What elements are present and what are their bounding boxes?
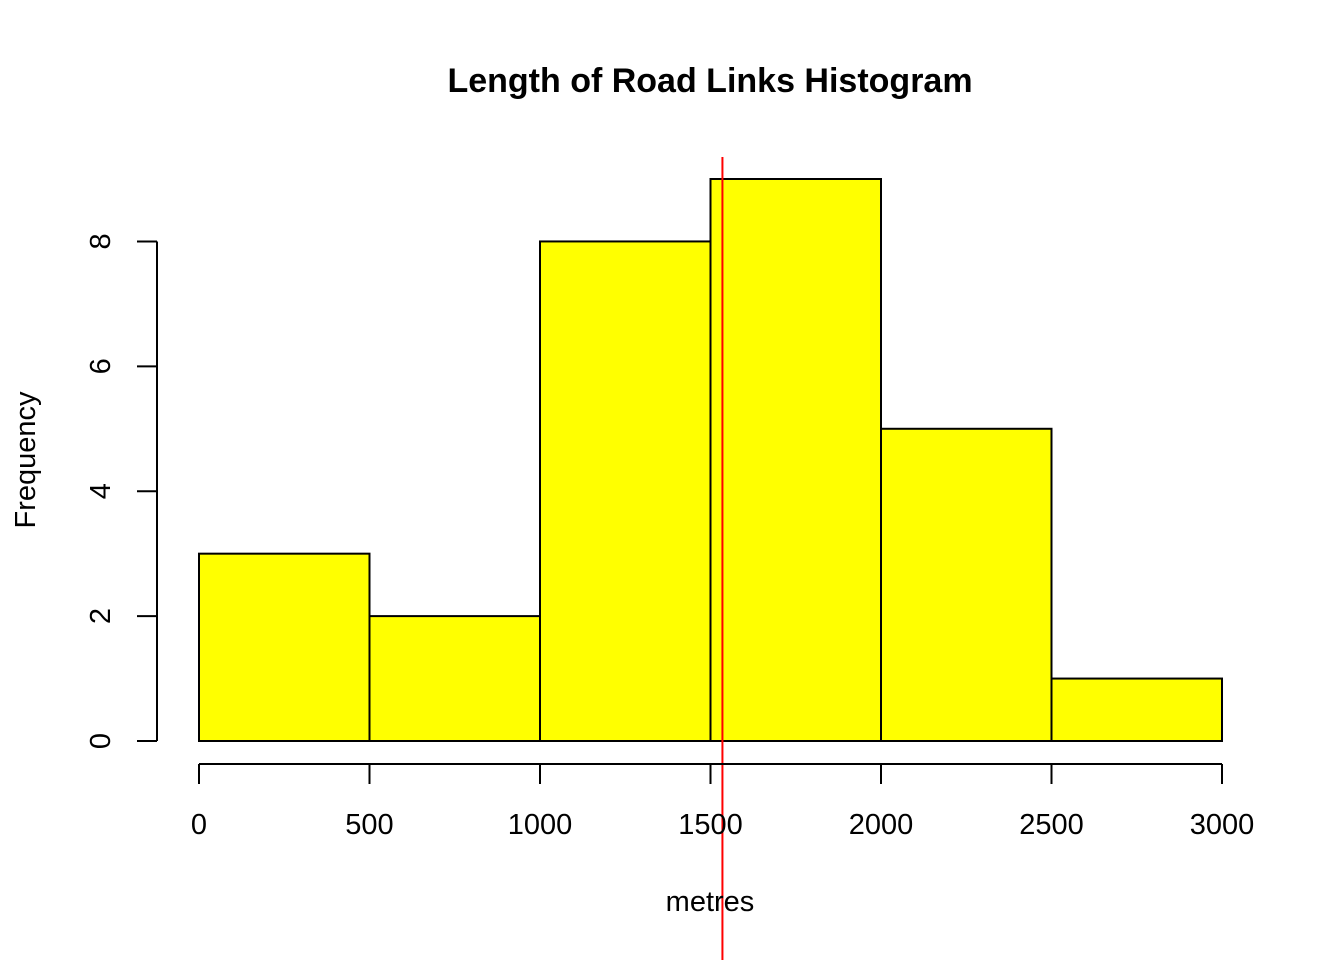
chart-title: Length of Road Links Histogram — [447, 62, 972, 100]
y-tick-label-1: 2 — [85, 608, 117, 624]
bars-group — [198, 178, 1223, 743]
x-tick-label-1: 500 — [345, 809, 393, 841]
x-tick-label-3: 1500 — [678, 809, 743, 841]
x-tick-label-2: 1000 — [508, 809, 573, 841]
x-tick-label-6: 3000 — [1190, 809, 1255, 841]
x-tick-label-5: 2500 — [1019, 809, 1084, 841]
histogram-bar-3 — [539, 240, 712, 742]
y-tick-label-2: 4 — [85, 483, 117, 499]
histogram-bar-4 — [709, 178, 882, 742]
x-axis-label: metres — [666, 886, 755, 918]
y-tick-label-0: 0 — [85, 733, 117, 749]
x-tick-label-0: 0 — [191, 809, 207, 841]
y-tick-label-3: 6 — [85, 358, 117, 374]
x-tick-label-4: 2000 — [849, 809, 914, 841]
histogram-bar-6 — [1050, 677, 1223, 742]
histogram-bar-2 — [368, 615, 541, 742]
histogram-bar-1 — [198, 552, 371, 743]
histogram-bar-5 — [880, 427, 1053, 742]
y-axis-label: Frequency — [10, 391, 42, 529]
y-axis: 0 2 4 6 8 — [85, 233, 158, 749]
y-tick-label-4: 8 — [85, 233, 117, 249]
x-axis: 0 500 1000 1500 2000 2500 3000 — [191, 763, 1255, 841]
